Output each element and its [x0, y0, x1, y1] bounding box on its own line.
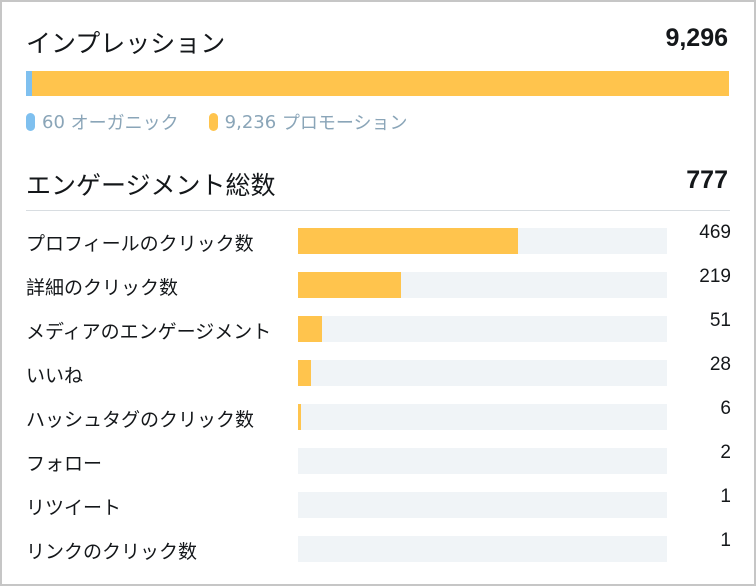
engagement-value: 51	[709, 310, 731, 331]
engagement-label: ハッシュタグのクリック数	[26, 409, 255, 431]
engagement-row: メディアのエンゲージメント 51	[26, 308, 731, 352]
engagement-bar-track	[298, 536, 667, 562]
engagement-bar-track	[298, 360, 667, 386]
engagement-value: 1	[720, 486, 731, 507]
divider	[26, 210, 730, 211]
impressions-total: 9,296	[665, 24, 728, 52]
impressions-legend: 60 オーガニック 9,236 プロモーション	[26, 110, 438, 134]
engagement-label: プロフィールのクリック数	[26, 233, 254, 255]
engagement-bar-track	[298, 492, 667, 518]
engagement-row: リツイート 1	[26, 484, 731, 528]
engagement-bar-fill	[298, 316, 322, 342]
engagement-bar-track	[298, 228, 667, 254]
engagement-row: プロフィールのクリック数 469	[26, 220, 731, 264]
engagement-label: 詳細のクリック数	[26, 277, 179, 299]
legend-organic: 60 オーガニック	[26, 109, 179, 135]
engagement-value: 28	[709, 354, 731, 375]
engagement-list: プロフィールのクリック数 469 詳細のクリック数 219 メディアのエンゲージ…	[26, 220, 731, 572]
engagement-value: 1	[720, 530, 731, 551]
engagement-bar-track	[298, 448, 667, 474]
engagement-bar-fill	[298, 404, 301, 430]
engagement-label: リンクのクリック数	[26, 541, 198, 563]
engagement-label: いいね	[26, 365, 84, 387]
promoted-dot-icon	[208, 113, 218, 131]
engagement-label: メディアのエンゲージメント	[26, 321, 272, 343]
engagement-bar-track	[298, 272, 667, 298]
engagement-row: フォロー 2	[26, 440, 731, 484]
engagements-title: エンゲージメント総数	[26, 171, 276, 200]
engagement-bar-track	[298, 404, 667, 430]
organic-count: 60	[42, 111, 65, 133]
engagement-row: いいね 28	[26, 352, 731, 396]
promoted-label: プロモーション	[281, 113, 408, 134]
engagement-row: 詳細のクリック数 219	[26, 264, 731, 308]
engagement-bar-fill	[298, 228, 519, 254]
impressions-bar	[26, 71, 729, 96]
engagements-total: 777	[686, 166, 728, 194]
organic-dot-icon	[26, 113, 35, 131]
engagement-row: リンクのクリック数 1	[26, 528, 731, 572]
engagement-bar-fill	[298, 272, 401, 298]
engagement-bar-track	[298, 316, 667, 342]
legend-promoted: 9,236 プロモーション	[208, 109, 408, 135]
engagements-header: エンゲージメント総数 777	[26, 162, 728, 202]
engagement-bar-fill	[298, 360, 312, 386]
engagement-label: リツイート	[26, 497, 122, 519]
engagement-value: 2	[720, 442, 731, 463]
engagement-value: 6	[720, 398, 731, 419]
promoted-segment	[32, 71, 729, 96]
promoted-count: 9,236	[224, 111, 277, 133]
engagement-value: 469	[699, 222, 731, 243]
organic-segment	[26, 71, 33, 96]
engagement-value: 219	[699, 266, 731, 287]
engagement-label: フォロー	[26, 453, 103, 475]
engagement-row: ハッシュタグのクリック数 6	[26, 396, 731, 440]
organic-label: オーガニック	[70, 113, 179, 134]
impressions-header: インプレッション 9,296	[26, 20, 728, 60]
impressions-title: インプレッション	[26, 29, 226, 58]
